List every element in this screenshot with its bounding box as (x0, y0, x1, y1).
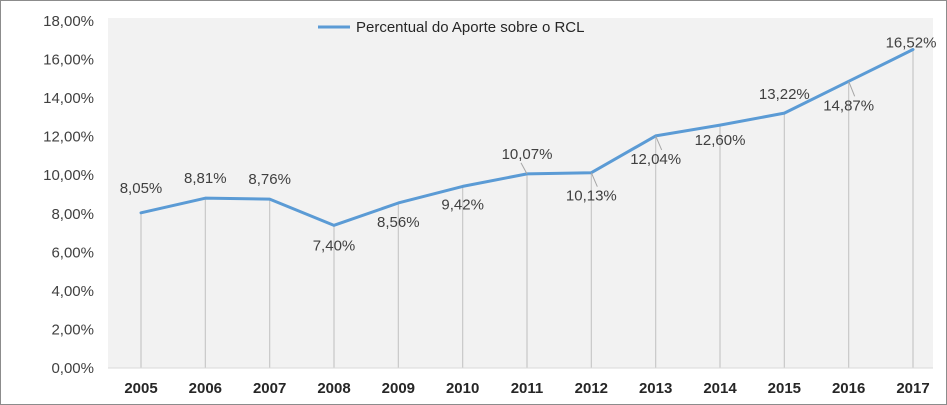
plot-area (108, 18, 933, 368)
x-tick-label: 2008 (317, 380, 350, 397)
leader-line (590, 172, 598, 187)
y-tick-label: 6,00% (51, 244, 94, 261)
y-tick-label: 14,00% (43, 90, 94, 107)
x-tick-label: 2009 (382, 380, 415, 397)
x-tick-label: 2017 (896, 380, 929, 397)
drop-lines (140, 49, 914, 368)
x-tick-label: 2014 (703, 380, 737, 397)
legend-label: Percentual do Aporte sobre o RCL (356, 19, 584, 36)
y-tick-label: 0,00% (51, 360, 94, 377)
y-tick-label: 16,00% (43, 52, 94, 69)
x-tick-label: 2006 (189, 380, 222, 397)
y-axis: 0,00% 2,00% 4,00% 6,00% 8,00% 10,00% 12,00% 14,… (43, 13, 94, 377)
data-label: 14,87% (823, 97, 874, 114)
x-tick-label: 2005 (124, 380, 157, 397)
y-tick-label: 4,00% (51, 283, 94, 300)
x-tick-label: 2015 (768, 380, 801, 397)
data-label: 8,76% (248, 171, 291, 188)
leader-lines (520, 81, 856, 187)
data-label: 12,60% (695, 132, 746, 149)
data-label: 12,04% (630, 151, 681, 168)
x-tick-label: 2016 (832, 380, 865, 397)
leader-line (848, 81, 856, 97)
x-axis: 2005 2006 2007 2008 2009 2010 2011 2012 2013 2014… (108, 367, 933, 397)
y-tick-label: 18,00% (43, 13, 94, 30)
data-label: 8,56% (377, 214, 420, 231)
legend: Percentual do Aporte sobre o RCL (318, 19, 584, 36)
data-label: 8,81% (184, 170, 227, 187)
data-label: 8,05% (120, 180, 163, 197)
x-tick-label: 2013 (639, 380, 672, 397)
x-tick-label: 2007 (253, 380, 286, 397)
x-tick-label: 2012 (575, 380, 608, 397)
y-tick-label: 8,00% (51, 206, 94, 223)
y-tick-label: 10,00% (43, 167, 94, 184)
y-tick-label: 2,00% (51, 321, 94, 338)
data-label: 16,52% (886, 35, 937, 52)
leader-line (520, 162, 528, 175)
data-label: 13,22% (759, 86, 810, 103)
data-label: 10,07% (502, 146, 553, 163)
data-labels: 8,05% 8,81% 8,76% 7,40% 8,56% 9,42% 10,07% 10,1… (120, 35, 937, 255)
x-tick-label: 2010 (446, 380, 479, 397)
y-tick-label: 12,00% (43, 129, 94, 146)
leader-line (655, 135, 663, 151)
data-label: 10,13% (566, 188, 617, 205)
data-label: 7,40% (313, 237, 356, 254)
x-tick-label: 2011 (511, 380, 544, 397)
data-label: 9,42% (441, 196, 484, 213)
